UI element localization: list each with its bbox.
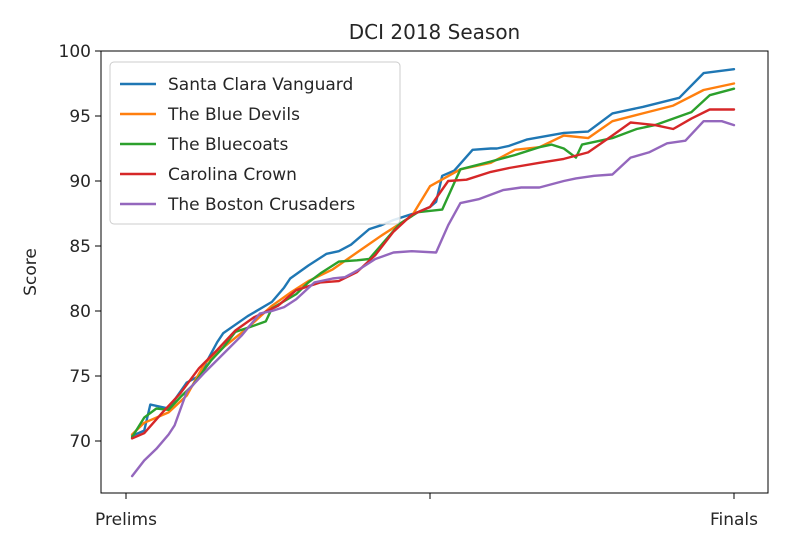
legend-label: The Blue Devils <box>167 105 300 125</box>
y-axis: 70 75 80 85 90 95 100 <box>59 42 101 452</box>
legend-label: Santa Clara Vanguard <box>168 75 353 95</box>
y-tick-label: 80 <box>69 302 91 322</box>
legend-label: The Boston Crusaders <box>167 195 355 215</box>
y-axis-label: Score <box>21 248 41 296</box>
x-tick-label: Prelims <box>95 510 157 530</box>
series-line-4 <box>130 108 736 440</box>
legend-label: The Bluecoats <box>167 135 288 155</box>
y-tick-label: 95 <box>69 107 91 127</box>
x-axis: Prelims Finals <box>95 493 758 530</box>
x-tick-label: Finals <box>710 510 758 530</box>
chart-title: DCI 2018 Season <box>349 20 520 44</box>
y-tick-label: 85 <box>69 237 91 257</box>
legend-label: Carolina Crown <box>168 165 297 185</box>
y-tick-label: 100 <box>59 42 91 62</box>
plot-frame <box>100 50 769 494</box>
legend-box <box>109 61 401 225</box>
y-tick-label: 75 <box>69 367 91 387</box>
series-lines <box>130 67 736 478</box>
y-tick-label: 90 <box>69 172 91 192</box>
legend: Santa Clara Vanguard The Blue Devils The B… <box>109 61 401 225</box>
series-line-5 <box>130 119 736 478</box>
y-tick-label: 70 <box>69 432 91 452</box>
